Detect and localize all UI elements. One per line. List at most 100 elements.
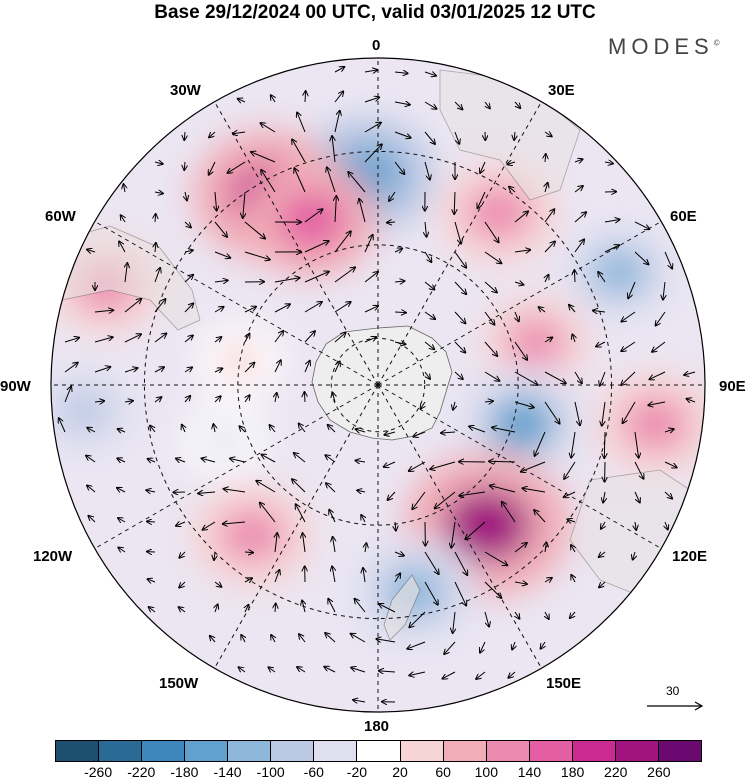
wind-vector-arrow <box>574 371 582 383</box>
wind-vector-arrow <box>621 341 636 351</box>
wind-vector-arrow <box>453 611 455 633</box>
wind-vector-arrow <box>233 132 246 134</box>
wind-vector-arrow <box>292 139 306 163</box>
wind-vector-arrow <box>395 521 396 531</box>
wind-vector-arrow <box>179 581 186 588</box>
wind-vector-arrow <box>454 341 465 353</box>
wind-vector-arrow <box>87 428 96 432</box>
wind-vector-arrow <box>664 429 674 432</box>
wind-vector-arrow <box>512 641 515 649</box>
anomaly-core <box>59 389 111 432</box>
wind-vector-arrow <box>335 196 336 223</box>
wind-vector-arrow <box>534 510 546 523</box>
wind-vector-arrow <box>303 533 305 553</box>
wind-vector-arrow <box>59 418 66 433</box>
wind-vector-arrow <box>64 363 78 373</box>
wind-vector-arrow <box>87 485 96 493</box>
wind-vector-arrow <box>64 338 79 343</box>
wind-vector-arrow <box>334 67 344 73</box>
wind-vector-arrow <box>598 272 606 283</box>
wind-vector-arrow <box>124 299 141 313</box>
colorbar-cell <box>572 741 616 761</box>
wind-vector-arrow <box>412 491 426 509</box>
wind-vector-arrow <box>325 633 336 643</box>
wind-vector-arrow <box>454 191 455 214</box>
wind-vector-arrow <box>604 219 620 222</box>
wind-vector-arrow <box>490 486 516 493</box>
anomaly-core <box>507 318 565 367</box>
wind-vector-arrow <box>297 667 306 673</box>
wind-vector-arrow <box>334 111 340 133</box>
new-zealand-landmass <box>383 574 421 641</box>
wind-vector-arrow <box>332 393 335 403</box>
wind-vector-arrow <box>241 635 245 643</box>
wind-vector-arrow <box>394 312 406 313</box>
wind-vector-arrow <box>570 611 576 618</box>
wind-vector-arrow <box>652 341 666 352</box>
wind-vector-arrow <box>198 492 216 493</box>
wind-vector-arrow <box>484 221 499 242</box>
wind-vector-arrow <box>184 396 190 403</box>
wind-vector-arrow <box>409 672 426 675</box>
wind-vector-arrow <box>480 161 486 173</box>
wind-vector-arrow <box>476 671 486 679</box>
wind-vector-arrow <box>334 362 340 373</box>
wind-vector-arrow <box>648 402 666 405</box>
colorbar-tick-label: -20 <box>346 764 368 780</box>
wind-vector-arrow <box>424 101 436 109</box>
wind-vector-arrow <box>664 491 672 499</box>
wind-vector-arrow <box>571 431 576 458</box>
wind-vector-arrow <box>209 131 216 137</box>
wind-vector-arrow <box>150 426 155 433</box>
wind-vector-arrow <box>334 302 351 313</box>
wind-vector-arrow <box>544 132 552 136</box>
wind-vector-arrow <box>351 634 366 643</box>
wind-vector-arrow <box>154 268 160 283</box>
wind-vector-arrow <box>424 311 435 319</box>
wind-vector-arrow <box>425 221 427 237</box>
wind-vector-arrow <box>544 241 555 253</box>
wind-vector-arrow <box>244 552 253 553</box>
wind-vector-arrow <box>430 461 456 469</box>
lon-label-30w: 30W <box>170 82 201 99</box>
wind-vector-arrow <box>394 342 405 344</box>
wind-vector-arrow <box>628 281 636 298</box>
wind-vector-arrow <box>454 251 466 268</box>
wind-vector-arrow <box>214 368 222 372</box>
wind-vector-arrow <box>443 671 456 679</box>
wind-vector-arrow <box>514 543 527 553</box>
wind-vector-arrow <box>394 552 404 556</box>
anomaly-core <box>277 191 346 249</box>
wind-vector-arrow <box>484 611 489 626</box>
anomaly-core <box>466 186 531 240</box>
wind-vector-arrow <box>244 307 256 313</box>
wind-vector-arrow <box>117 458 126 462</box>
wind-vector-arrow <box>514 131 515 140</box>
colorbar-tick-label: -100 <box>256 764 285 780</box>
wind-vector-arrow <box>154 397 161 402</box>
modes-logo-text: MODES <box>608 34 714 59</box>
wind-vector-arrow <box>574 270 575 283</box>
colorbar-cell <box>99 741 143 761</box>
colorbar-tick-label: -180 <box>170 764 199 780</box>
wind-vector-arrow <box>394 573 400 583</box>
wind-vector-arrow <box>359 199 366 223</box>
wind-vector-arrow <box>514 371 537 385</box>
wind-vector-arrow <box>228 161 246 173</box>
wind-vector-arrow <box>514 101 520 108</box>
wind-vector-arrow <box>634 491 640 502</box>
wind-vector-arrow <box>633 551 635 560</box>
colorbar-tick-label: 100 <box>474 764 499 780</box>
wind-vector-arrow <box>574 159 583 162</box>
wind-vector-arrow <box>179 607 186 612</box>
lon-label-30e: 30E <box>548 82 575 99</box>
wind-vector-arrow <box>413 431 426 437</box>
wind-vector-arrow <box>154 367 164 373</box>
wind-vector-arrow <box>239 426 246 433</box>
wind-vector-arrow <box>271 635 275 643</box>
wind-vector-arrow <box>593 311 606 312</box>
wind-vector-arrow <box>664 251 672 268</box>
wind-vector-arrow <box>304 272 329 283</box>
wind-vector-arrow <box>394 72 408 73</box>
wind-vector-arrow <box>94 401 104 402</box>
